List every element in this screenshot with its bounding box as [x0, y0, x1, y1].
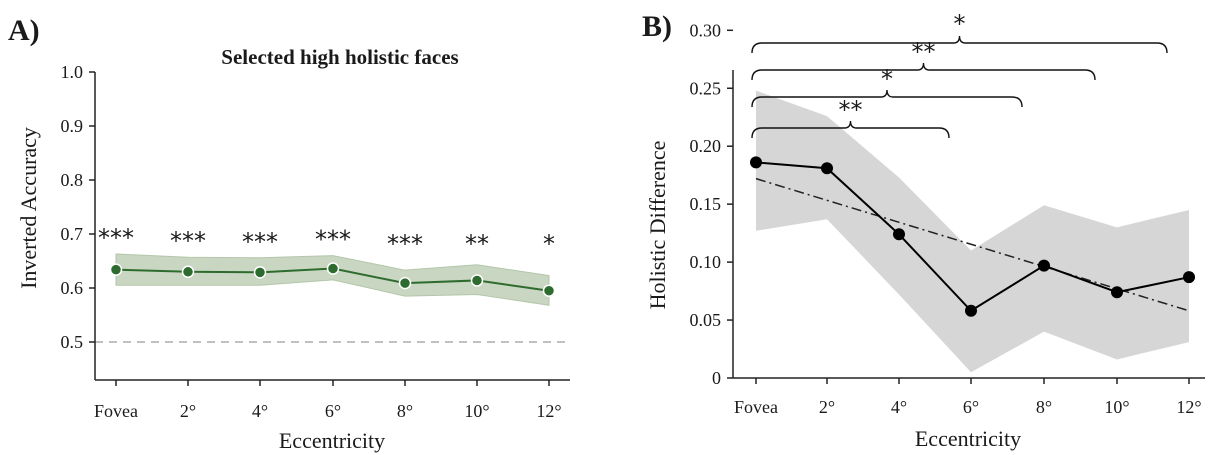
panel-a-y-tick-label: 0.6 — [61, 278, 84, 298]
panel-b-x-tick-label: 4° — [891, 397, 907, 417]
panel-a-y-ticks: 0.5 0.6 0.7 0.8 0.9 1.0 — [61, 62, 95, 352]
panel-a-label: A) — [8, 14, 40, 47]
panel-a-significance-label: *** — [242, 228, 278, 256]
panel-a-y-axis-label: Inverted Accuracy — [16, 127, 41, 289]
panel-b-comparison-bracket — [751, 89, 1023, 108]
panel-b-comparison-brackets: ****** — [751, 10, 1168, 139]
panel-b-x-tick-label: 12° — [1176, 397, 1201, 417]
panel-a-x-tick-label: 2° — [180, 401, 196, 421]
panel-b-x-axis-label: Eccentricity — [915, 426, 1021, 451]
panel-b-data-point — [893, 228, 905, 241]
panel-b-data-point — [1038, 259, 1050, 272]
panel-b-y-tick-label: 0.10 — [690, 252, 722, 272]
panel-b-comparison-bracket — [751, 120, 950, 139]
panel-a-significance-label: * — [543, 230, 555, 258]
panel-b-x-tick-label: 10° — [1104, 397, 1129, 417]
panel-b-comparison-bracket — [751, 62, 1096, 81]
panel-b-y-tick-label: 0.05 — [690, 310, 722, 330]
panel-a-x-tick-label: 4° — [252, 401, 268, 421]
panel-a-ci-band — [115, 253, 550, 306]
panel-b-y-tick-label: 0.15 — [690, 194, 722, 214]
panel-b-x-tick-label: 2° — [819, 397, 835, 417]
panel-b-x-tick-label: Fovea — [734, 397, 778, 417]
panel-b-comparison-label: * — [881, 65, 893, 93]
panel-a-data-point — [398, 276, 412, 290]
panel-a-ci-band-layer — [115, 253, 550, 306]
panel-b-data-point — [750, 156, 762, 169]
panel-b-y-axis-label: Holistic Difference — [645, 141, 670, 310]
panel-a-x-ticks: Fovea 2° 4° 6° 8° 10° 12° — [94, 380, 562, 421]
panel-a-data-point — [470, 274, 484, 287]
panel-b-comparison-label: ** — [912, 38, 936, 66]
panel-b-ci-band — [756, 90, 1189, 373]
panel-b-y-tick-label: 0.25 — [690, 78, 722, 98]
panel-b-comparison-bracket — [751, 35, 1168, 54]
panel-a: A) Selected high holistic faces 0.50.60.… — [8, 14, 570, 453]
panel-a-x-tick-label: 10° — [464, 401, 489, 421]
panel-b-data-point — [965, 304, 977, 317]
panel-b-y-ticks: 0 0.05 0.10 0.15 0.20 0.25 0.30 — [690, 20, 733, 388]
panel-b-series-layer — [750, 156, 1195, 317]
panel-b-x-ticks: Fovea 2° 4° 6° 8° 10° 12° — [734, 378, 1202, 417]
panel-a-significance-label: *** — [170, 227, 206, 255]
panel-a-title: Selected high holistic faces — [221, 45, 458, 69]
panel-a-y-tick-label: 0.7 — [61, 224, 84, 244]
panel-b-trend-layer — [755, 177, 1190, 312]
panel-a-x-tick-label: 8° — [397, 401, 413, 421]
panel-b-data-point — [1111, 286, 1123, 299]
panel-a-y-tick-label: 0.8 — [61, 170, 84, 190]
panel-b-x-tick-label: 6° — [963, 397, 979, 417]
panel-b-y-tick-label: 0.20 — [690, 136, 722, 156]
panel-b: B) 0 0.05 0.10 0.15 0.20 0.25 0.30 Fovea 2° 4° 6°… — [642, 10, 1205, 451]
panel-a-x-tick-label: Fovea — [94, 401, 138, 421]
panel-a-significance-label: ** — [465, 230, 489, 258]
panel-a-data-point — [181, 265, 195, 279]
panel-a-series-layer — [109, 262, 556, 297]
panel-a-data-point — [542, 284, 556, 297]
panel-a-significance-label: *** — [315, 226, 351, 254]
panel-b-y-tick-label: 0 — [712, 368, 721, 388]
panel-a-y-tick-label: 1.0 — [61, 62, 84, 82]
panel-a-significance-label: *** — [98, 224, 134, 252]
panel-a-significance-layer: *** *** *** *** *** ** * — [98, 224, 555, 258]
panel-a-x-axis-label: Eccentricity — [279, 428, 385, 453]
panel-b-y-tick-label: 0.30 — [690, 20, 722, 40]
panel-b-label: B) — [642, 10, 672, 43]
panel-b-comparison-label: ** — [839, 96, 863, 124]
panel-a-data-point — [253, 266, 267, 279]
panel-b-ci-band-layer — [756, 90, 1189, 373]
panel-b-comparison-label: * — [954, 10, 966, 38]
panel-b-trend-line — [755, 177, 1190, 312]
panel-b-x-tick-label: 8° — [1036, 397, 1052, 417]
panel-b-data-point — [821, 162, 833, 175]
panel-b-data-point — [1183, 271, 1195, 284]
panel-a-x-tick-label: 12° — [536, 401, 561, 421]
panel-a-significance-label: *** — [387, 230, 423, 258]
panel-a-x-tick-label: 6° — [325, 401, 341, 421]
panel-a-y-tick-label: 0.9 — [61, 116, 84, 136]
panel-a-data-point — [109, 263, 123, 276]
panel-a-y-tick-label: 0.5 — [61, 332, 84, 352]
panel-a-data-point — [326, 262, 340, 275]
